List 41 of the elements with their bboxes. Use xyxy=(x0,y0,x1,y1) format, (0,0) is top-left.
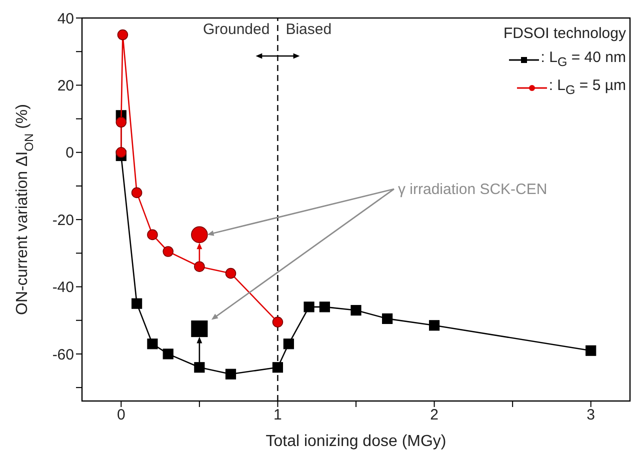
point xyxy=(191,226,208,244)
point xyxy=(191,320,208,338)
point xyxy=(382,313,393,324)
point xyxy=(586,345,596,356)
x-tick-label: 0 xyxy=(116,406,126,424)
point xyxy=(272,316,284,328)
point xyxy=(272,362,284,373)
y-tick-label: 20 xyxy=(57,78,74,95)
point xyxy=(225,268,236,279)
point xyxy=(194,362,205,373)
point xyxy=(350,304,362,316)
point xyxy=(116,146,127,158)
point xyxy=(131,187,142,198)
point xyxy=(117,29,128,40)
point xyxy=(283,338,294,350)
point xyxy=(132,298,142,309)
x-tick-label: 3 xyxy=(586,406,596,424)
x-tick-label: 2 xyxy=(430,406,438,424)
annotation: γ irradiation SCK-CEN xyxy=(398,181,548,198)
legend-title: FDSOI technology xyxy=(503,24,626,44)
point xyxy=(194,261,205,272)
annotation: Grounded xyxy=(202,21,270,38)
point xyxy=(147,338,158,350)
legend-label: : L$_{G}$ = 5 µm xyxy=(548,76,626,99)
annotation: Biased xyxy=(286,21,332,38)
point xyxy=(162,246,174,257)
point xyxy=(319,302,330,312)
point xyxy=(225,368,236,380)
y-tick-label: 0 xyxy=(66,144,74,162)
point xyxy=(428,320,440,331)
point xyxy=(304,302,314,312)
x-tick-label: 1 xyxy=(274,406,282,424)
point xyxy=(147,229,158,240)
y-tick-label: -40 xyxy=(52,279,74,296)
point xyxy=(116,116,127,128)
y-tick-label: -20 xyxy=(52,212,74,229)
y-tick-label: -60 xyxy=(52,346,74,364)
point xyxy=(162,348,174,360)
y-tick-label: 40 xyxy=(57,10,74,28)
x-axis-title: Total ionizing dose (MGy) xyxy=(266,433,446,450)
legend-label: : L$_{G}$ = 40 nm xyxy=(540,48,626,71)
